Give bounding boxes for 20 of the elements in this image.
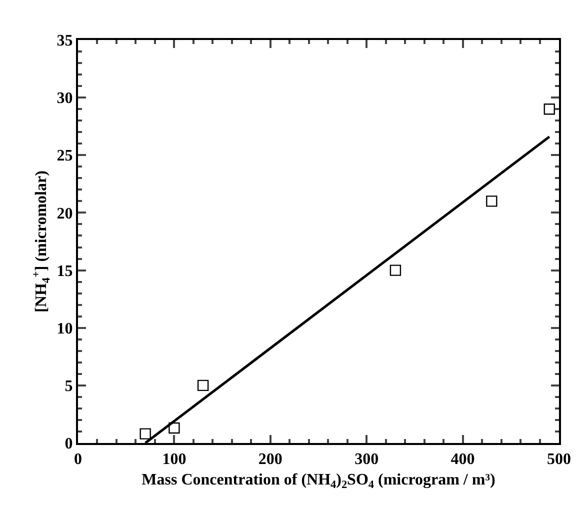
y-tick-label: 0 (64, 436, 73, 453)
y-tick-label: 30 (56, 90, 73, 108)
point (140, 428, 151, 440)
x-tick-label: 500 (547, 451, 571, 468)
y-tick-label: 10 (56, 320, 73, 338)
y-tick-label: 5 (64, 378, 73, 396)
y-tick-label: 35 (56, 32, 73, 50)
point (390, 264, 402, 276)
point (197, 380, 209, 392)
x-tick-label: 300 (354, 451, 379, 468)
point (544, 103, 555, 115)
y-tick-label: 15 (56, 262, 73, 280)
x-tick-label: 400 (450, 451, 475, 468)
y-tick-label: 25 (56, 148, 73, 165)
x-tick-label: 100 (162, 451, 186, 468)
point (168, 422, 180, 434)
x-axis-title: Mass Concentration of (NH$_{4}$)$_{2}$SO$_{4}$ (microgram / m³) (142, 471, 496, 491)
y-tick-label: 20 (56, 205, 73, 222)
x-tick-label: 200 (258, 451, 282, 468)
point (486, 196, 498, 207)
